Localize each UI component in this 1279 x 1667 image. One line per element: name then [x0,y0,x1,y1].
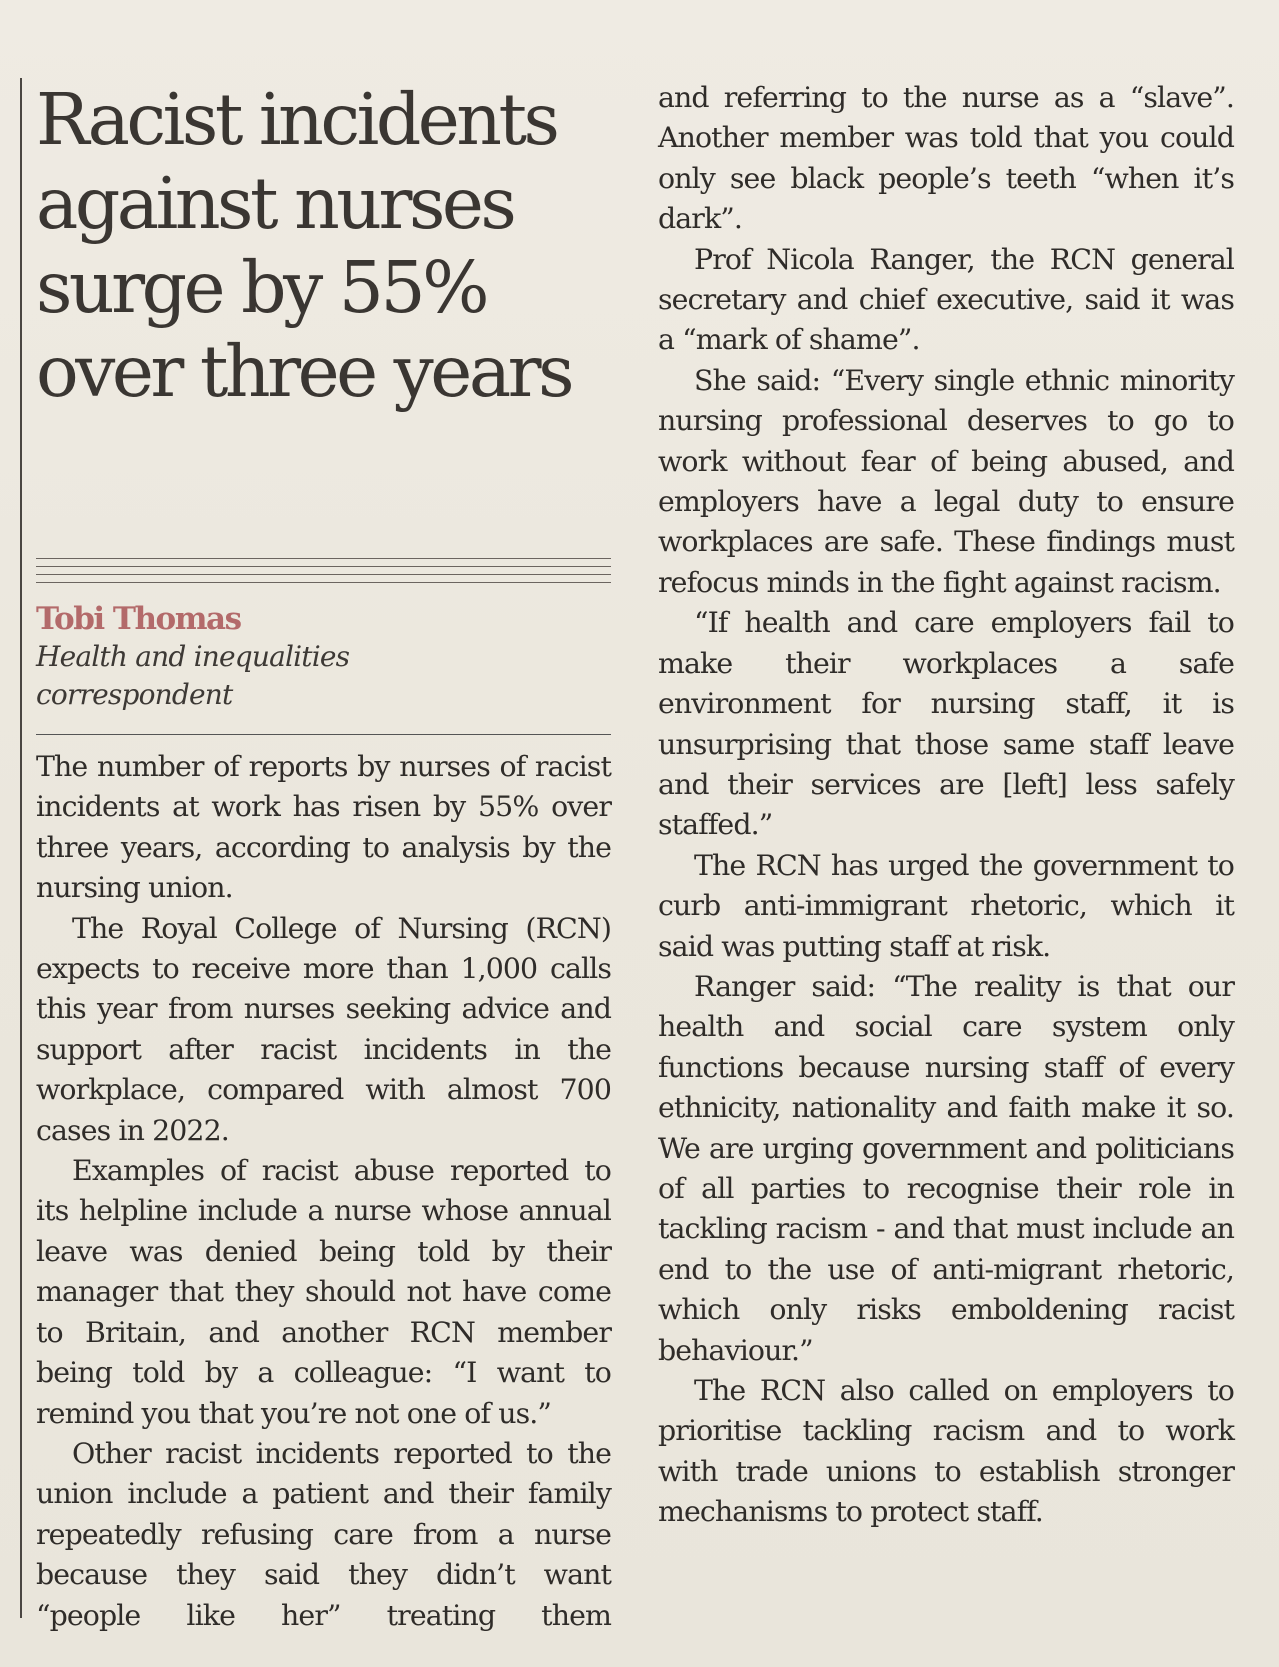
byline-role-line: Health and inequalities [36,640,350,673]
body-paragraph: The Royal College of Nursing (RCN) expec… [36,911,612,1147]
body-paragraph: The RCN has urged the government to curb… [658,848,1235,963]
body-paragraph: Prof Nicola Ranger, the RCN general secr… [658,242,1235,357]
headline: Racist incidents against nurses surge by… [36,78,611,438]
article-body-left: The number of reports by nurses of racis… [36,747,612,1636]
headline-line: against nurses [36,162,517,245]
body-paragraph: “If health and care employers fail to ma… [658,606,1235,842]
headline-line: Racist incidents [36,78,560,161]
byline-divider [36,558,611,592]
article-body-right: and referring to the nurse as a “slave”.… [658,78,1235,1533]
body-paragraph: Ranger said: “The reality is that our he… [658,969,1235,1367]
byline-author: Tobi Thomas [36,601,242,637]
column-rule [20,78,22,1618]
headline-line: surge by 55% [36,246,490,329]
left-column: Racist incidents against nurses surge by… [36,78,612,1636]
body-paragraph: The number of reports by nurses of racis… [36,750,612,905]
body-paragraph: Other racist incidents reported to the u… [36,1436,612,1632]
body-paragraph: The RCN also called on employers to prio… [658,1374,1235,1529]
byline-rule [36,734,611,735]
body-paragraph: She said: “Every single ethnic minority … [658,363,1235,599]
headline-line: over three years [36,330,575,413]
body-paragraph: Examples of racist abuse reported to its… [36,1154,612,1430]
byline-role-line: correspondent [36,678,233,711]
body-paragraph: and referring to the nurse as a “slave”.… [658,81,1235,236]
right-column: and referring to the nurse as a “slave”.… [658,78,1235,1533]
